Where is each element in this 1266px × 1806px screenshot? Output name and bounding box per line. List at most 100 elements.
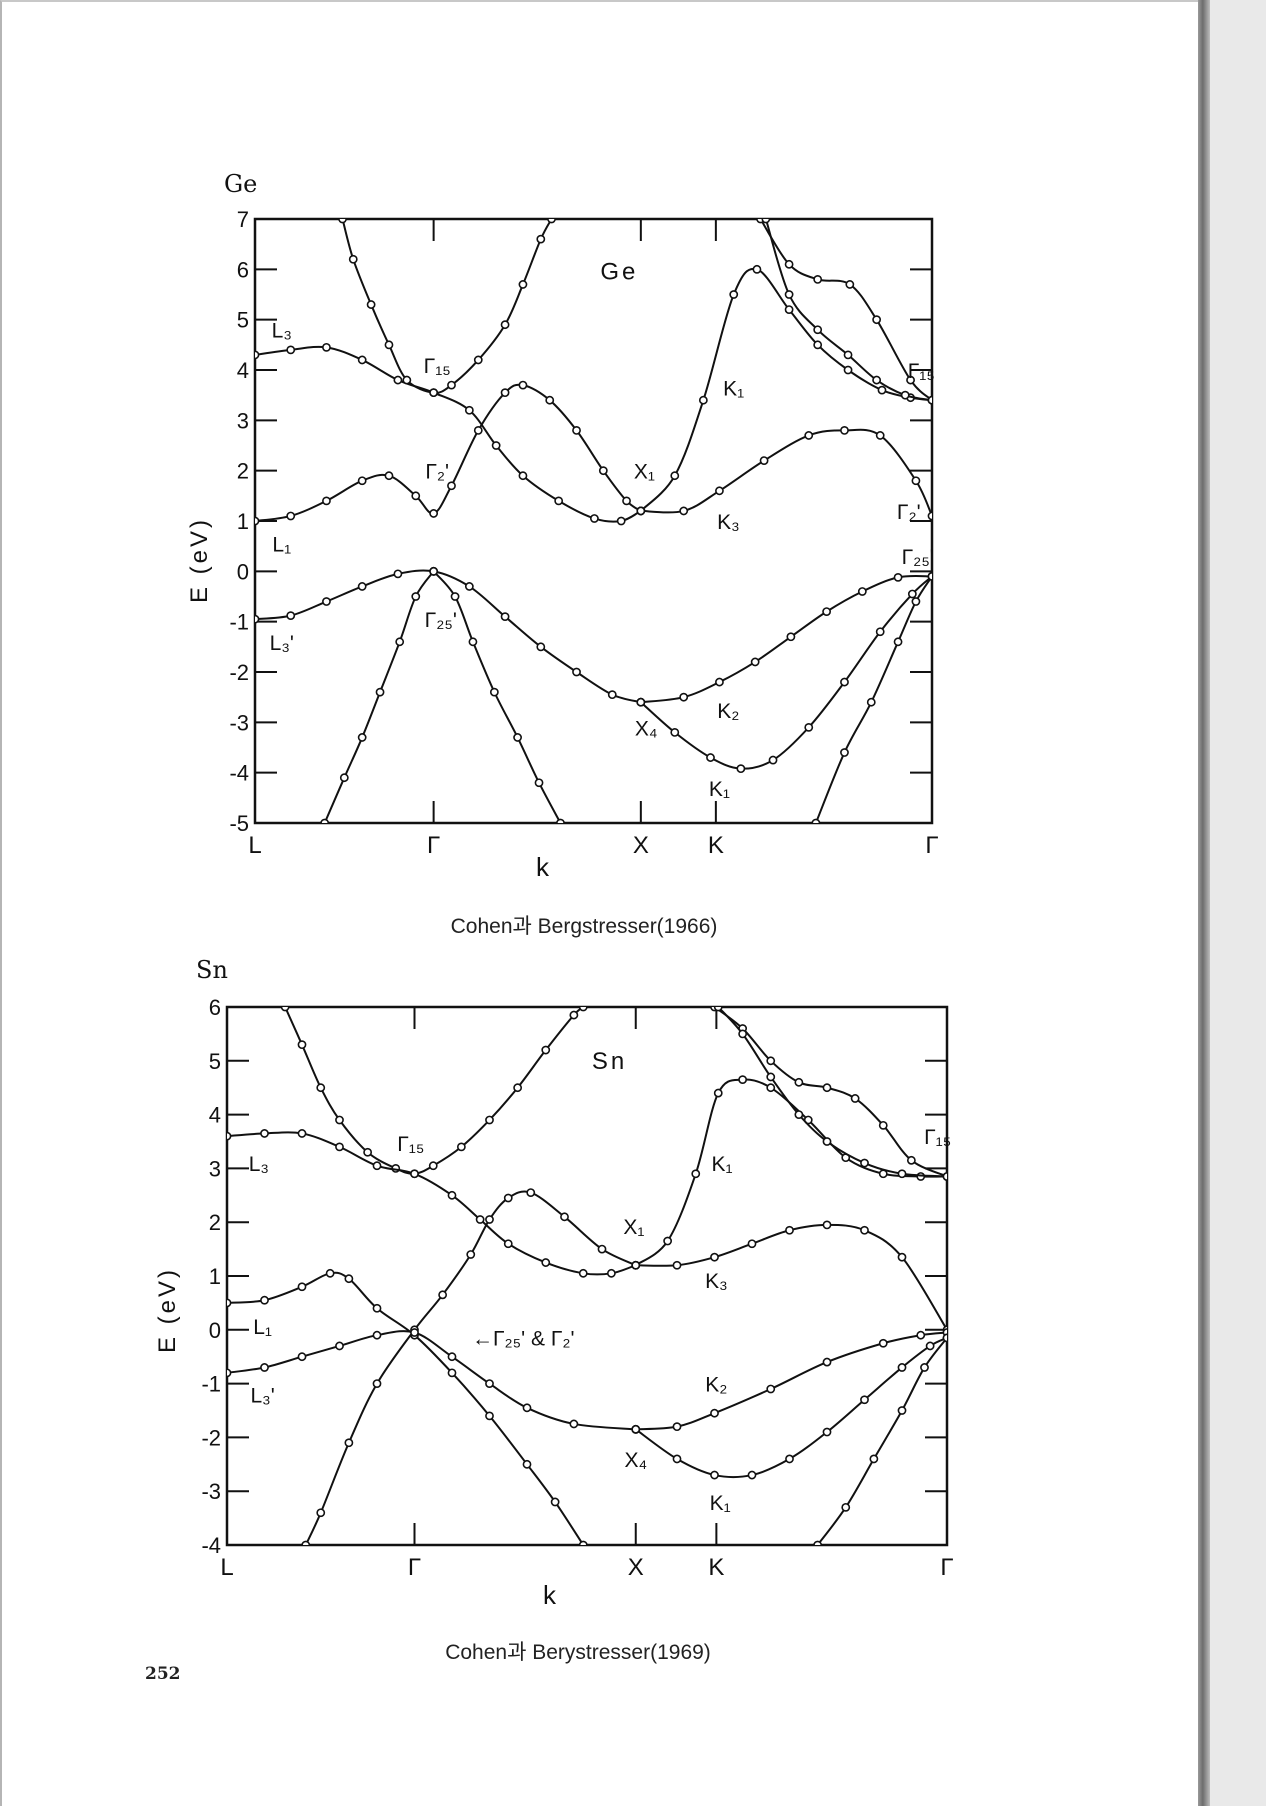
- sn-band-point: [713, 1088, 723, 1098]
- sn-band-point: [227, 1131, 232, 1141]
- ge-band-point: [286, 345, 296, 355]
- sn-band-point: [297, 1129, 307, 1138]
- sn-band-line: [635, 1336, 947, 1479]
- sn-band-point: [513, 1083, 523, 1093]
- sn-band-point: [822, 1220, 832, 1230]
- ge-ytick-label: 6: [237, 257, 249, 282]
- sn-band-point: [466, 1250, 476, 1259]
- sn-band-annotation: X₄: [624, 1449, 647, 1472]
- ge-band-point: [840, 425, 849, 435]
- ge-band-point: [927, 511, 932, 521]
- ge-band-point: [598, 466, 608, 476]
- sn-ytick-label: -1: [201, 1372, 221, 1397]
- ge-band-point: [872, 315, 882, 325]
- sn-x-axis-label: k: [543, 1580, 556, 1610]
- sn-ytick-label: 1: [209, 1264, 221, 1289]
- sn-bands: [227, 1007, 947, 1545]
- ge-band-annotation: Γ₁₅: [424, 355, 451, 378]
- ge-ytick-label: 5: [237, 308, 249, 333]
- sn-band-point: [344, 1438, 354, 1448]
- sn-band-annotation: L₃: [249, 1153, 269, 1176]
- sn-band-point: [475, 1215, 485, 1224]
- ge-band-line: [255, 383, 642, 522]
- ge-band-point: [636, 506, 646, 516]
- ge-band-point: [784, 305, 794, 314]
- ge-band-point: [395, 637, 405, 647]
- sn-band-point: [447, 1190, 457, 1200]
- ge-xtick-label: Γ: [925, 832, 938, 859]
- ge-ytick-label: -5: [229, 811, 249, 836]
- sn-inner-label: Sn: [592, 1048, 627, 1075]
- ge-caption: Cohen과 Bergstresser(1966): [450, 915, 718, 938]
- sn-band-annotation: K₁: [710, 1492, 731, 1515]
- sn-plot: 6 5 4 3 2 1 0 -1 -2 -3 -4L Γ X K Γ Sn Γ₁₅ L₃ K₁ X₁ K₃ L₁ ←Γ₂₅'…: [201, 995, 953, 1581]
- sn-band-point: [447, 1352, 457, 1362]
- sn-band-point: [869, 1454, 879, 1464]
- ge-band-point: [729, 290, 739, 299]
- ge-band-point: [339, 773, 349, 783]
- sn-band-point: [794, 1077, 804, 1087]
- ge-band-line: [323, 570, 435, 823]
- sn-band-point: [578, 1268, 588, 1278]
- ge-band-point: [534, 778, 544, 788]
- ge-band-point: [357, 733, 367, 742]
- ge-band-point: [616, 516, 626, 526]
- ge-band-annotation: Γ₂': [897, 501, 921, 524]
- sn-band-point: [841, 1502, 851, 1512]
- ge-band-point: [706, 753, 715, 762]
- ge-band-point: [255, 516, 260, 526]
- ge-band-point: [348, 254, 358, 264]
- sn-band-point: [522, 1403, 532, 1413]
- ge-band-point: [900, 390, 910, 400]
- ge-band-point: [473, 425, 483, 435]
- ge-band-point: [761, 219, 771, 224]
- sn-band-point: [526, 1188, 536, 1198]
- sn-band-point: [522, 1459, 532, 1469]
- sn-band-point: [663, 1236, 673, 1246]
- ge-ytick-label: 2: [237, 459, 249, 484]
- sn-band-point: [822, 1357, 832, 1367]
- sn-band-point: [672, 1422, 682, 1432]
- ge-band-point: [556, 818, 565, 823]
- sn-xtick-label: X: [628, 1554, 644, 1581]
- sn-band-point: [410, 1328, 419, 1337]
- ge-band-point: [843, 365, 853, 375]
- ge-band-point: [468, 637, 478, 647]
- sn-band-point: [822, 1137, 832, 1146]
- ge-band-point: [357, 476, 367, 486]
- ge-band-line: [640, 267, 932, 512]
- sn-band-point: [335, 1341, 344, 1351]
- ge-band-point: [784, 259, 794, 269]
- ge-band-annotation: K₃: [717, 511, 740, 534]
- sn-band-point: [850, 1094, 860, 1103]
- sn-band-point: [860, 1395, 869, 1405]
- sn-band-point: [916, 1330, 926, 1340]
- ge-band-annotation: Γ₁₅: [908, 360, 935, 383]
- sn-band-line: [717, 1007, 947, 1178]
- sn-ytick-label: -2: [201, 1425, 221, 1450]
- sn-band-point: [713, 1007, 723, 1012]
- sn-band-point: [860, 1158, 869, 1168]
- ge-band-annotation: K₂: [717, 700, 739, 723]
- sn-band-point: [710, 1408, 719, 1418]
- ge-plot-title: Ge: [224, 170, 258, 198]
- ge-x-axis-label: k: [536, 852, 549, 882]
- sn-band-point: [710, 1470, 719, 1480]
- sn-band-point: [578, 1540, 588, 1545]
- ge-band-point: [489, 687, 499, 697]
- ge-xtick-label: L: [248, 832, 261, 859]
- ge-band-point: [786, 632, 796, 642]
- ge-band-annotation: Γ₂₅': [902, 546, 934, 569]
- ge-band-point: [429, 566, 439, 576]
- sn-band-point: [227, 1298, 232, 1308]
- sn-caption: Cohen과 Berystresser(1969): [445, 1641, 711, 1664]
- sn-ytick-label: -4: [201, 1533, 221, 1558]
- ge-band-point: [804, 431, 814, 440]
- ge-band-point: [500, 388, 510, 398]
- ge-band-point: [607, 690, 617, 700]
- sn-band-point: [485, 1411, 494, 1421]
- sn-band-point: [942, 1172, 947, 1181]
- sn-band-point: [822, 1427, 832, 1437]
- ge-band-point: [402, 375, 412, 385]
